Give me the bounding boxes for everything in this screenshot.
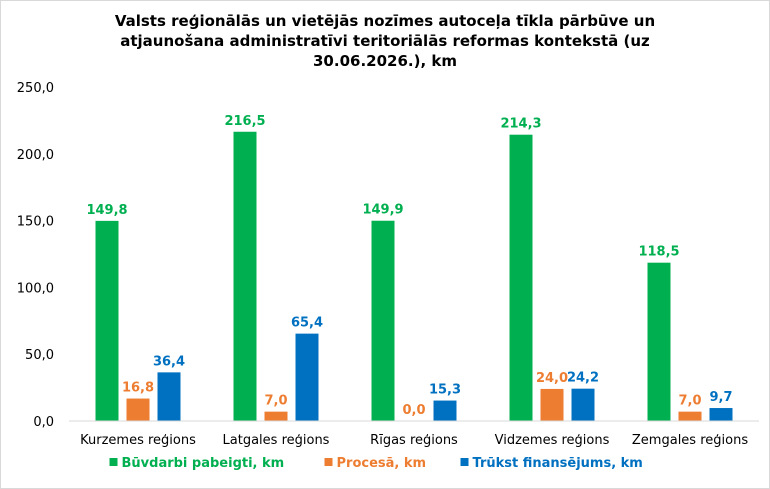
bar-3-2 <box>295 333 319 421</box>
legend-item-label: Būvdarbi pabeigti, km <box>122 456 285 471</box>
data-label: 149,8 <box>86 203 127 218</box>
x-category-label: Kurzemes reģions <box>80 433 196 448</box>
x-axis: Kurzemes reģions Latgales reģions Rīgas re… <box>80 433 748 448</box>
data-label: 24,0 <box>536 371 568 386</box>
chart-title-line-2: atjaunošana administratīvi teritoriālās … <box>120 32 650 50</box>
bar-1-1 <box>95 220 119 421</box>
legend: Būvdarbi pabeigti, km Procesā, km Trūkst f… <box>109 456 643 471</box>
y-tick-label: 250,0 <box>17 81 54 96</box>
bar-1-4 <box>509 134 533 422</box>
data-label: 15,3 <box>429 383 461 398</box>
data-label: 16,8 <box>122 381 154 396</box>
y-tick-label: 0,0 <box>33 415 54 430</box>
legend-swatch <box>460 458 469 466</box>
data-label: 9,7 <box>709 390 732 405</box>
bars <box>95 131 733 422</box>
bar-1-2 <box>233 131 257 422</box>
data-label: 214,3 <box>500 117 541 132</box>
data-label: 24,2 <box>567 371 599 386</box>
chart-title: Valsts reģionālās un vietējās nozīmes au… <box>115 12 655 70</box>
chart-title-line-1: Valsts reģionālās un vietējās nozīmes au… <box>115 12 655 30</box>
legend-swatch <box>324 458 333 466</box>
legend-swatch <box>109 458 118 466</box>
bar-2-1 <box>126 398 150 421</box>
data-label: 7,0 <box>678 394 701 409</box>
bar-3-4 <box>571 388 595 421</box>
bar-1-5 <box>647 262 671 421</box>
data-label: 118,5 <box>638 245 679 260</box>
bar-3-1 <box>157 372 181 421</box>
y-axis: 0,0 50,0 100,0 150,0 200,0 250,0 <box>17 81 54 430</box>
data-label: 7,0 <box>264 394 287 409</box>
y-tick-label: 100,0 <box>17 281 54 296</box>
data-label: 36,4 <box>153 354 185 369</box>
data-label: 149,9 <box>362 203 403 218</box>
bar-3-3 <box>433 400 457 421</box>
y-tick-label: 150,0 <box>17 215 54 230</box>
data-label: 216,5 <box>224 114 265 129</box>
y-tick-label: 50,0 <box>25 348 54 363</box>
legend-item-label: Procesā, km <box>337 456 427 471</box>
bar-1-3 <box>371 220 395 421</box>
y-tick-label: 200,0 <box>17 148 54 163</box>
bar-2-4 <box>540 388 564 421</box>
bar-2-5 <box>678 411 702 421</box>
chart-title-line-3: 30.06.2026.), km <box>313 52 457 70</box>
x-category-label: Rīgas reģions <box>370 433 458 448</box>
x-category-label: Latgales reģions <box>223 433 330 448</box>
data-labels: 149,8 16,8 36,4 216,5 7,0 65,4 149,9 0,0 15,3 214… <box>86 114 732 418</box>
legend-item-label: Trūkst finansējums, km <box>473 456 643 471</box>
bar-3-5 <box>709 408 733 421</box>
data-label: 65,4 <box>291 316 323 331</box>
bar-2-2 <box>264 411 288 421</box>
data-label: 0,0 <box>402 403 425 418</box>
x-category-label: Vidzemes reģions <box>495 433 610 448</box>
x-category-label: Zemgales reģions <box>632 433 748 448</box>
